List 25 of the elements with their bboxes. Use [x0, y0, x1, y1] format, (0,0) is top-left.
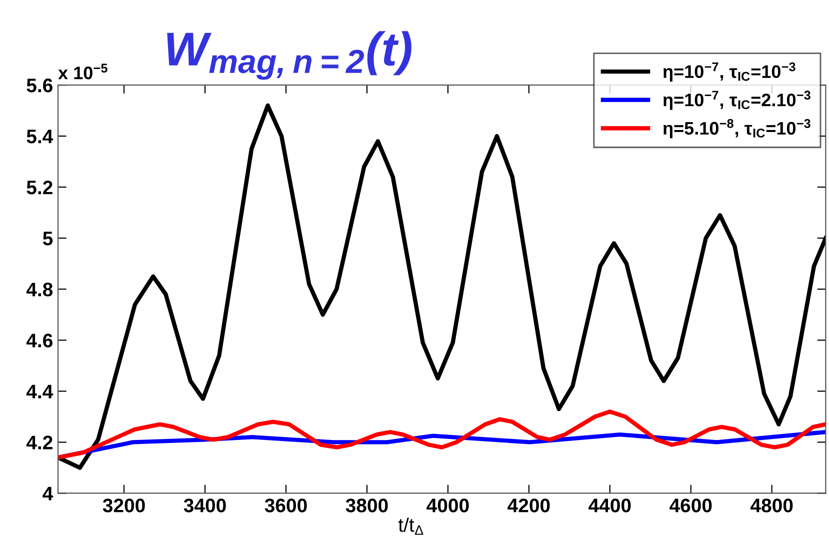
line-series [58, 410, 826, 460]
x-axis-title: t/t$_{Δ}$ [398, 518, 424, 535]
x-tick-label: 3600 [264, 498, 307, 512]
legend-label: η=10$^{−7}$, τ$_{IC}$=10$^{−3}$ [663, 62, 796, 82]
y-tick-label: 5.4 [26, 130, 54, 144]
y-tick-label: 5 [42, 232, 53, 246]
x-tick-label: 3800 [346, 498, 388, 512]
y-tick-label: 4.8 [26, 282, 53, 296]
y-tick-label: 5.2 [26, 180, 52, 194]
y-tick-label: 4.4 [26, 384, 54, 398]
y-tick-label: 5.6 [26, 78, 52, 92]
x-tick-label: 3400 [184, 498, 226, 512]
x-tick-label: 4800 [750, 498, 793, 512]
x-tick-label: 3200 [102, 498, 145, 512]
legend-label: η=10$^{−7}$, τ$_{IC}$=2.10$^{−3}$ [663, 90, 810, 110]
x-tick-label: 4600 [670, 498, 712, 512]
chart-title: W$_{mag,n=2}$(t) [167, 31, 412, 80]
y-tick-label: 4.6 [26, 334, 52, 348]
y-tick-label: 4.2 [26, 436, 52, 450]
y-tick-label: 4 [42, 486, 54, 500]
legend-label: η=5.10$^{−8}$, τ$_{IC}$=10$^{−3}$ [663, 119, 810, 138]
text: x 10$^{−5}$ [58, 64, 108, 80]
x-tick-label: 4400 [588, 498, 631, 512]
x-tick-label: 4000 [426, 498, 469, 512]
x-tick-label: 4200 [508, 498, 550, 512]
